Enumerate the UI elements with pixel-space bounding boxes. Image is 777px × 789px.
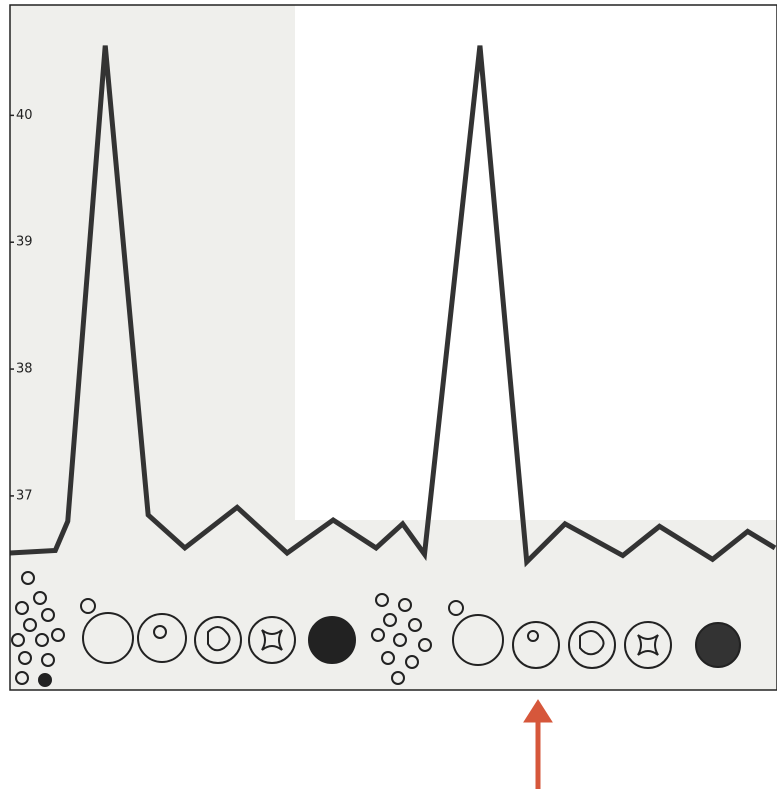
cell [624, 621, 672, 669]
y-tick-label: 39 [16, 235, 33, 250]
cell [393, 633, 407, 647]
cell [15, 671, 29, 685]
parasite [637, 634, 659, 656]
parasite [579, 630, 605, 656]
cell [35, 633, 49, 647]
cell [82, 612, 134, 664]
cell [23, 618, 37, 632]
cell [371, 628, 385, 642]
cell [418, 638, 432, 652]
parasite [261, 629, 283, 651]
cell [695, 622, 741, 668]
cell [38, 673, 52, 687]
frame [9, 4, 777, 691]
paper-patch [295, 5, 777, 520]
cell [15, 601, 29, 615]
parasite [207, 626, 231, 652]
cell [137, 613, 187, 663]
cell [398, 598, 412, 612]
cell [381, 651, 395, 665]
cell [194, 616, 242, 664]
cell [18, 651, 32, 665]
cell [33, 591, 47, 605]
cell [308, 616, 356, 664]
cell [391, 671, 405, 685]
plot: 37 38 39 40 [9, 45, 777, 568]
cell [405, 655, 419, 669]
y-tick-label: 40 [16, 108, 33, 123]
cell [527, 630, 539, 642]
arrow-head [523, 699, 553, 723]
cell [383, 613, 397, 627]
y-tick-label: 37 [16, 488, 33, 503]
cell [452, 614, 504, 666]
cell [41, 608, 55, 622]
fever-line [9, 45, 777, 568]
cell [80, 598, 96, 614]
cell-drawings [11, 571, 741, 687]
cell [568, 621, 616, 669]
cell [153, 625, 167, 639]
y-tick-label: 38 [16, 362, 33, 377]
cell [41, 653, 55, 667]
cell [512, 621, 560, 669]
cell [51, 628, 65, 642]
pointer-arrow [523, 699, 553, 789]
cell [21, 571, 35, 585]
cell [11, 633, 25, 647]
cell [375, 593, 389, 607]
cell [448, 600, 464, 616]
cell [408, 618, 422, 632]
cell [248, 616, 296, 664]
